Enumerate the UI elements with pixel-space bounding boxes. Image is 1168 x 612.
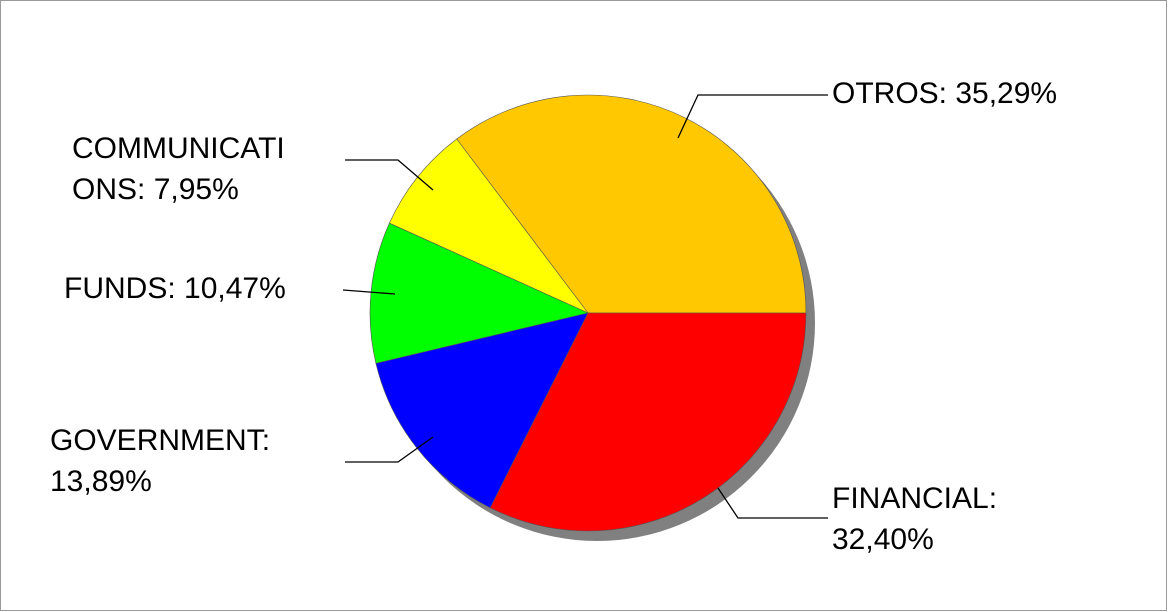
label-part: : xyxy=(137,173,154,206)
data-label: OTROS: 35,29% xyxy=(832,77,1057,110)
label-part: FUNDS xyxy=(64,272,167,305)
data-label: GOVERNMENT: 13,89% xyxy=(50,424,270,498)
leader-line xyxy=(345,159,434,191)
label-part: 32,40% xyxy=(832,523,934,556)
label-part: 13,89% xyxy=(50,465,152,498)
leader-line xyxy=(345,436,434,463)
pie-slice xyxy=(456,94,807,314)
leader-line xyxy=(342,289,396,295)
pie-slice xyxy=(489,312,807,532)
label-part: ONS xyxy=(72,173,137,206)
label-part: 10,47% xyxy=(184,272,286,305)
label-part: : xyxy=(939,77,956,110)
label-part: 35,29% xyxy=(955,77,1057,110)
label-part: OTROS xyxy=(832,77,939,110)
label-part: COMMUNICATI xyxy=(72,132,285,165)
label-part: : xyxy=(989,482,997,515)
leader-line xyxy=(677,94,828,139)
label-part: GOVERNMENT xyxy=(50,424,265,457)
data-label: COMMUNICATI ONS: 7,95% xyxy=(72,132,285,206)
label-part: 7,95% xyxy=(154,173,239,206)
data-label: FUNDS: 10,47% xyxy=(64,272,286,305)
label-part: : xyxy=(167,272,184,305)
leader-line xyxy=(717,487,828,519)
data-label: FINANCIAL: 32,40% xyxy=(832,482,997,556)
label-part: FINANCIAL xyxy=(832,482,989,515)
label-part: : xyxy=(262,424,270,457)
